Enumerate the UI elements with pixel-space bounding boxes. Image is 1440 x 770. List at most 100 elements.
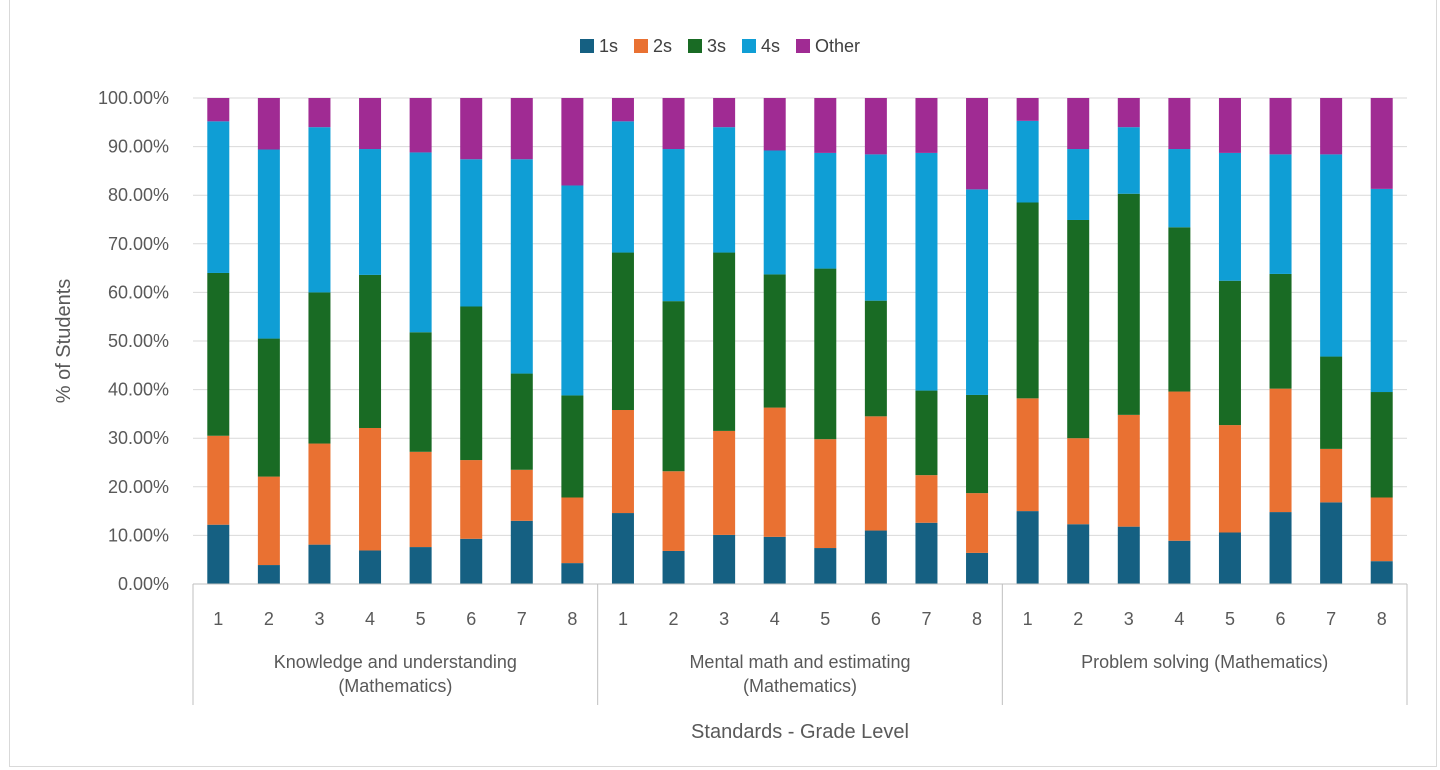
x-tick-label: 6 [1276,609,1286,629]
bar-segment-3s [510,373,533,470]
legend-label: 4s [761,35,781,56]
bar-segment-1s [1218,532,1241,584]
x-tick-label: 2 [1073,609,1083,629]
x-tick-label: 7 [1326,609,1336,629]
bar-segment-1s [561,563,584,584]
bar-segment-3s [257,338,280,477]
x-tick-label: 8 [972,609,982,629]
x-tick-label: 7 [517,609,527,629]
bar-segment-1s [460,538,483,584]
bar-segment-3s [1218,280,1241,426]
bar-segment-2s [1067,438,1090,525]
bar-segment-3s [561,395,584,498]
x-tick-label: 1 [213,609,223,629]
bar-segment-3s [915,390,938,476]
bar-segment-1s [308,544,331,584]
bar-segment-other [359,98,382,150]
bar-segment-other [1168,98,1191,150]
legend-label: 3s [706,35,726,56]
x-tick-label: 2 [669,609,679,629]
bar-segment-3s [308,292,331,444]
bar-segment-2s [207,435,230,525]
legend-item-other: Other [796,36,860,57]
x-tick-label: 1 [1023,609,1033,629]
bar-segment-3s [460,306,483,461]
bar-segment-other [460,98,483,160]
legend-label: 2s [652,35,672,56]
bar-segment-other [763,98,786,151]
y-tick-label: 90.00% [108,137,169,157]
bar-segment-4s [662,149,685,302]
bar-segment-3s [662,301,685,472]
bar-segment-1s [1269,512,1292,584]
bar-segment-1s [257,565,280,584]
group-label: Mental math and estimating [689,652,910,672]
legend-swatch [633,39,648,53]
bar-segment-4s [1067,149,1090,220]
bar-segment-4s [1218,152,1241,281]
y-tick-label: 70.00% [108,234,169,254]
bar-segment-4s [1269,154,1292,274]
bar-segment-3s [207,272,230,436]
x-tick-label: 1 [618,609,628,629]
bar-segment-2s [1218,425,1241,533]
bar-segment-1s [611,513,634,584]
bar-segment-2s [1269,388,1292,513]
y-tick-label: 60.00% [108,282,169,302]
bar-segment-3s [1370,392,1393,498]
bar-segment-2s [966,493,989,553]
x-tick-label: 6 [466,609,476,629]
bar-segment-2s [1168,391,1191,541]
bar-segment-4s [1117,127,1140,194]
bar-segment-4s [510,159,533,374]
bar-segment-4s [460,159,483,307]
bar-segment-3s [1168,227,1191,392]
bar-segment-4s [1320,154,1343,357]
y-tick-label: 0.00% [118,574,169,594]
group-label: (Mathematics) [338,676,452,696]
bar-segment-4s [207,121,230,273]
bar-segment-1s [1320,502,1343,584]
bar-segment-4s [561,185,584,396]
x-tick-label: 3 [1124,609,1134,629]
bar-segment-4s [1370,188,1393,393]
x-tick-label: 3 [314,609,324,629]
y-tick-label: 10.00% [108,525,169,545]
gridlines [193,97,1407,536]
bar-segment-other [561,98,584,186]
bar-segment-1s [814,548,837,584]
legend-label: 1s [598,35,618,56]
bars [207,98,1393,584]
bar-segment-other [966,98,989,190]
legend-item-1s: 1s [579,35,618,57]
bar-segment-1s [1117,526,1140,584]
bar-segment-3s [1269,273,1292,389]
y-tick-label: 100.00% [98,88,169,108]
bar-segment-other [1320,98,1343,155]
bar-segment-1s [409,547,432,584]
bar-segment-3s [1320,356,1343,449]
bar-segment-other [1218,98,1241,153]
bar-segment-3s [1067,219,1090,439]
bar-segment-other [814,98,837,153]
bar-segment-4s [1016,120,1039,203]
bar-segment-1s [1168,540,1191,584]
bar-segment-2s [561,497,584,564]
bar-segment-1s [1016,511,1039,584]
bar-segment-other [510,98,533,160]
bar-segment-2s [662,471,685,551]
bar-segment-other [1067,98,1090,150]
bar-segment-1s [763,536,786,584]
bar-segment-other [662,98,685,150]
x-tick-label: 8 [1377,609,1387,629]
bar-segment-1s [1370,561,1393,584]
bar-segment-4s [611,121,634,253]
x-tick-label: 3 [719,609,729,629]
legend-swatch [742,39,756,53]
bar-segment-2s [1117,414,1140,527]
bar-segment-1s [207,524,230,584]
bar-segment-4s [359,149,382,275]
bar-segment-other [207,98,230,122]
bar-segment-other [611,98,634,122]
